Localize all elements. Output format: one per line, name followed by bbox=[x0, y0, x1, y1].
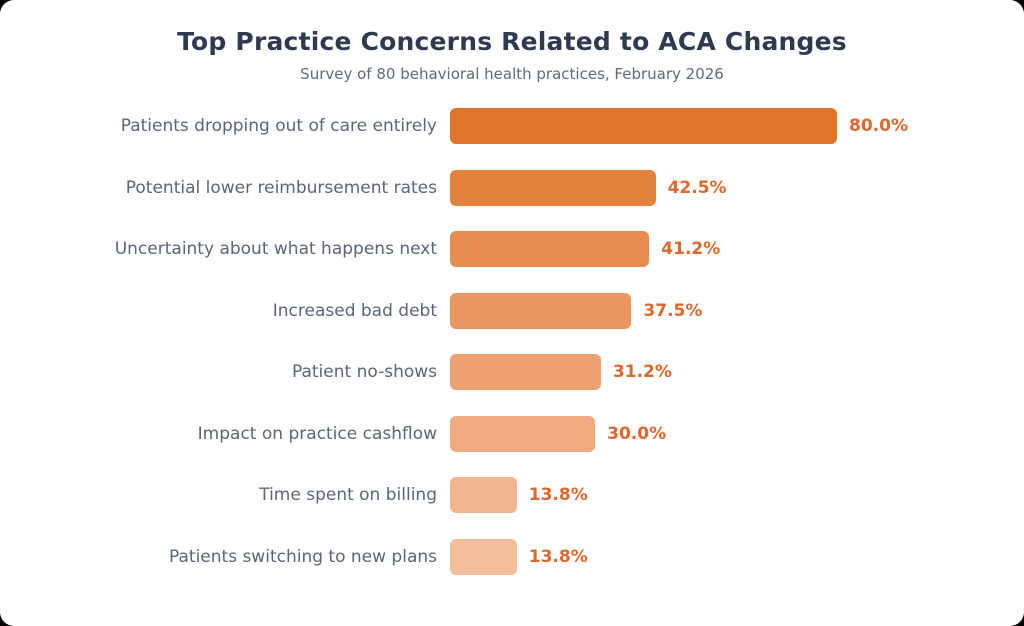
bar bbox=[450, 292, 632, 329]
bar-row: Uncertainty about what happens next 41.2% bbox=[0, 231, 1024, 267]
value-label: 30.0% bbox=[607, 423, 667, 444]
category-label: Increased bad debt bbox=[272, 300, 437, 321]
value-label: 37.5% bbox=[643, 300, 703, 321]
bar-row: Impact on practice cashflow 30.0% bbox=[0, 415, 1024, 452]
value-label: 31.2% bbox=[612, 362, 672, 382]
value-label: 42.5% bbox=[667, 177, 727, 198]
category-label: Time spent on billing bbox=[259, 485, 437, 505]
category-label: Patient no-shows bbox=[291, 362, 437, 382]
category-label: Potential lower reimbursement rates bbox=[125, 177, 437, 198]
bar-row: Patients dropping out of care entirely 80… bbox=[0, 108, 1024, 144]
bar bbox=[450, 231, 650, 267]
category-label: Patients switching to new plans bbox=[169, 546, 437, 567]
category-label: Patients dropping out of care entirely bbox=[120, 116, 437, 136]
value-label: 41.2% bbox=[661, 239, 721, 259]
value-label: 13.8% bbox=[528, 485, 588, 505]
chart-subtitle: Survey of 80 behavioral health practices… bbox=[300, 65, 724, 83]
bar-row: Patient no-shows 31.2% bbox=[0, 354, 1024, 390]
bar-row: Increased bad debt 37.5% bbox=[0, 292, 1024, 329]
bar-row: Potential lower reimbursement rates 42.5% bbox=[0, 169, 1024, 206]
category-label: Uncertainty about what happens next bbox=[114, 239, 437, 259]
bar-chart: Patients dropping out of care entirely 80… bbox=[0, 108, 1024, 575]
category-label: Impact on practice cashflow bbox=[197, 423, 437, 444]
value-label: 13.8% bbox=[528, 546, 588, 567]
bar-row: Time spent on billing 13.8% bbox=[0, 477, 1024, 513]
bar bbox=[450, 538, 517, 575]
bar bbox=[450, 477, 517, 513]
bar bbox=[450, 169, 656, 206]
bar bbox=[450, 415, 596, 452]
bar-row: Patients switching to new plans 13.8% bbox=[0, 538, 1024, 575]
bar bbox=[450, 354, 601, 390]
value-label: 80.0% bbox=[849, 116, 908, 136]
chart-title: Top Practice Concerns Related to ACA Cha… bbox=[177, 27, 847, 56]
bar bbox=[450, 108, 837, 144]
